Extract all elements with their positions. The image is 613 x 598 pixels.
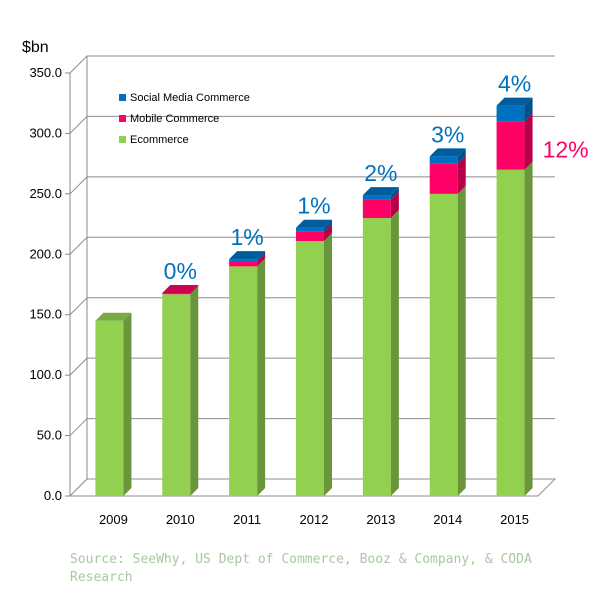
annotation-4: 3% <box>431 121 464 147</box>
x-axis-labels: 2009 2010 2011 2012 2013 2014 2015 <box>99 512 529 527</box>
source-caption: Source: SeeWhy, US Dept of Commerce, Boo… <box>70 552 532 585</box>
bar-2010-series-0-front <box>162 294 191 496</box>
bar-2011-series-0-front <box>229 266 258 496</box>
y-axis: 0.0 50.0 100.0 150.0 200.0 250.0 300.0 350.0 <box>29 65 71 503</box>
annotation-2: 1% <box>297 193 330 219</box>
y-tick-label-0: 0.0 <box>44 488 62 503</box>
bar-2009-series-0-top <box>95 312 132 321</box>
bar-2009-series-0-front <box>95 320 124 496</box>
bar-2010-series-0-side <box>190 286 199 496</box>
x-tick-label-2013: 2013 <box>366 512 395 527</box>
y-tick-label-7: 350.0 <box>29 65 62 80</box>
annotation-3: 2% <box>364 160 397 186</box>
bar-2015-series-0-front <box>496 169 525 496</box>
bar-2012-series-0-side <box>324 232 332 496</box>
annotation-5: 4% <box>498 71 531 97</box>
legend-swatch-2 <box>119 136 126 143</box>
y-axis-unit-label: $bn <box>22 39 49 56</box>
legend-label-0: Social Media Commerce <box>130 92 250 104</box>
y-tick-label-3: 150.0 <box>29 307 62 322</box>
bar-2012-series-1-side <box>324 223 332 241</box>
bar-2011-series-1-side <box>257 253 266 267</box>
bar-2010-series-1-front <box>162 292 191 295</box>
legend-label-1: Mobile Commerce <box>130 113 219 125</box>
bar-2012-series-2-front <box>296 227 324 232</box>
bar-2011-series-0-side <box>257 258 266 496</box>
bar-2015-series-2-front <box>496 105 525 122</box>
legend-swatch-1 <box>119 115 126 122</box>
bar-2012-series-0-front <box>296 240 324 496</box>
bar-2015-series-1-front <box>496 121 525 170</box>
bar-2015-series-1-side <box>524 113 533 170</box>
bar-2011-series-1-front <box>229 261 258 267</box>
bar-2015-series-2-side <box>524 97 533 122</box>
gridline-4 <box>69 236 555 255</box>
bar-2013-series-0-side <box>390 210 399 496</box>
bar-2014-series-2-top <box>429 148 466 157</box>
x-tick-label-2009: 2009 <box>99 512 128 527</box>
bar-2015-series-0-side <box>524 161 533 496</box>
legend-label-2: Ecommerce <box>130 134 189 146</box>
chart-legend: Social Media Commerce Mobile Commerce Ecom… <box>119 92 250 146</box>
x-tick-label-2011: 2011 <box>233 512 261 527</box>
gridline-7 <box>69 55 555 74</box>
gridline-6 <box>69 115 555 134</box>
bar-2010-series-1-top <box>162 284 199 293</box>
y-tick-label-4: 200.0 <box>29 246 62 261</box>
x-tick-label-2012: 2012 <box>300 512 329 527</box>
y-tick-label-6: 300.0 <box>29 125 62 140</box>
annotation-1: 1% <box>231 224 264 250</box>
bar-2013-series-1-side <box>390 191 399 219</box>
bar-2014-series-2-side <box>457 148 466 164</box>
bar-2009-series-0-side <box>123 312 132 496</box>
bar-2012-series-2-side <box>324 219 332 232</box>
bar-2015-series-2-top <box>496 97 533 106</box>
bar-2013-series-1-front <box>362 199 391 219</box>
bar-2014-series-1-side <box>457 155 466 194</box>
bar-2013-series-2-side <box>390 187 399 200</box>
bar-2013-series-2-top <box>362 187 399 196</box>
y-tick-label-5: 250.0 <box>29 186 62 201</box>
bar-2014-series-0-side <box>457 185 466 496</box>
bar-2013-series-2-front <box>362 195 391 200</box>
annotation-6: 12% <box>543 137 589 163</box>
gridline-3 <box>69 297 555 316</box>
x-tick-label-2010: 2010 <box>166 512 195 527</box>
percent-annotations: 0% 1% 1% 2% 3% 4% 12% <box>164 71 589 284</box>
legend-swatch-0 <box>119 94 126 101</box>
bar-2013-series-0-front <box>362 218 391 496</box>
y-tick-label-1: 50.0 <box>37 428 62 443</box>
bar-2014-series-0-front <box>429 193 458 496</box>
bar-2010-series-1-side <box>190 284 199 295</box>
bar-2014-series-1-front <box>429 163 458 194</box>
y-tick-label-2: 100.0 <box>29 367 62 382</box>
x-tick-label-2015: 2015 <box>500 512 529 527</box>
x-tick-label-2014: 2014 <box>433 512 462 527</box>
bar-2012-series-1-front <box>296 231 324 241</box>
bar-2014-series-2-front <box>429 156 458 164</box>
gridline-1 <box>69 418 555 436</box>
chart-bars <box>95 97 533 496</box>
gridline-2 <box>69 357 555 376</box>
annotation-0: 0% <box>164 258 197 284</box>
bar-2011-series-2-front <box>229 259 258 262</box>
bar-2011-series-2-top <box>229 251 266 260</box>
bar-2012-series-2-top <box>296 219 332 228</box>
bar-2011-series-2-side <box>257 251 266 262</box>
gridline-5 <box>69 176 555 195</box>
